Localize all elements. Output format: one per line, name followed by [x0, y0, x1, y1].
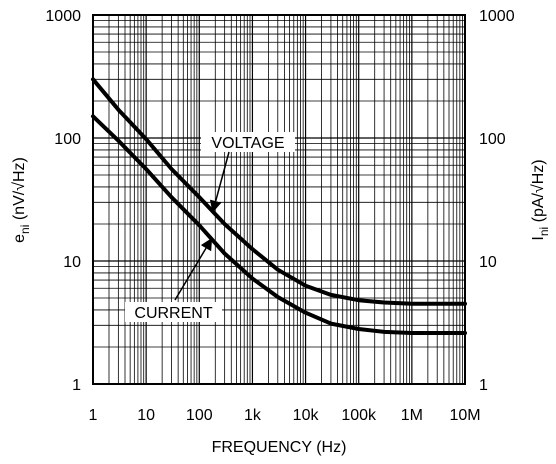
- annotation-arrow: [174, 237, 213, 301]
- y-tick-label: 10: [63, 254, 81, 271]
- annotation-bg: [125, 302, 222, 322]
- y-tick-label: 1000: [45, 8, 81, 25]
- y-axis-title: eni (nV/√Hz): [11, 157, 32, 243]
- y2-axis-title-main: I: [530, 236, 547, 240]
- y2-axis-title-rest: (pA/√Hz): [530, 159, 547, 226]
- y-tick-label: 1: [72, 377, 81, 394]
- svg-text:eni (nV/√Hz): eni (nV/√Hz): [11, 157, 32, 243]
- series-line-voltage: [91, 77, 467, 306]
- x-axis-title: FREQUENCY (Hz): [212, 439, 347, 456]
- y-tick-label: 100: [54, 131, 81, 148]
- y2-axis-title: Ini (pA/√Hz): [530, 159, 551, 240]
- x-tick-label: 1k: [244, 407, 262, 424]
- y2-tick-label: 10: [479, 254, 497, 271]
- series-line-current: [91, 114, 467, 335]
- x-tick-label: 10M: [449, 407, 480, 424]
- x-tick-label: 10k: [293, 407, 320, 424]
- grid: [92, 15, 465, 385]
- y-axis-title-main: e: [11, 234, 28, 243]
- x-tick-label: 100: [186, 407, 213, 424]
- y2-tick-label: 1: [479, 377, 488, 394]
- annotation-voltage: VOLTAGE: [211, 135, 284, 152]
- x-tick-label: 100k: [341, 407, 377, 424]
- y2-tick-label: 1000: [479, 8, 515, 25]
- x-tick-label: 1M: [401, 407, 423, 424]
- y2-tick-label: 100: [479, 131, 506, 148]
- x-tick-label: 1: [89, 407, 98, 424]
- annotation-arrow: [209, 151, 230, 213]
- curves: [91, 77, 467, 335]
- annotation-current: CURRENT: [134, 305, 212, 322]
- annotations: VOLTAGE CURRENT: [125, 132, 295, 322]
- svg-text:Ini (pA/√Hz): Ini (pA/√Hz): [530, 159, 551, 240]
- plot-frame: [92, 14, 466, 385]
- y2-axis-title-sub: ni: [537, 227, 551, 236]
- y-axis-title-rest: (nV/√Hz): [11, 157, 28, 224]
- annotation-bg: [201, 132, 295, 152]
- y-axis-title-sub: ni: [18, 225, 32, 234]
- x-tick-label: 10: [137, 407, 155, 424]
